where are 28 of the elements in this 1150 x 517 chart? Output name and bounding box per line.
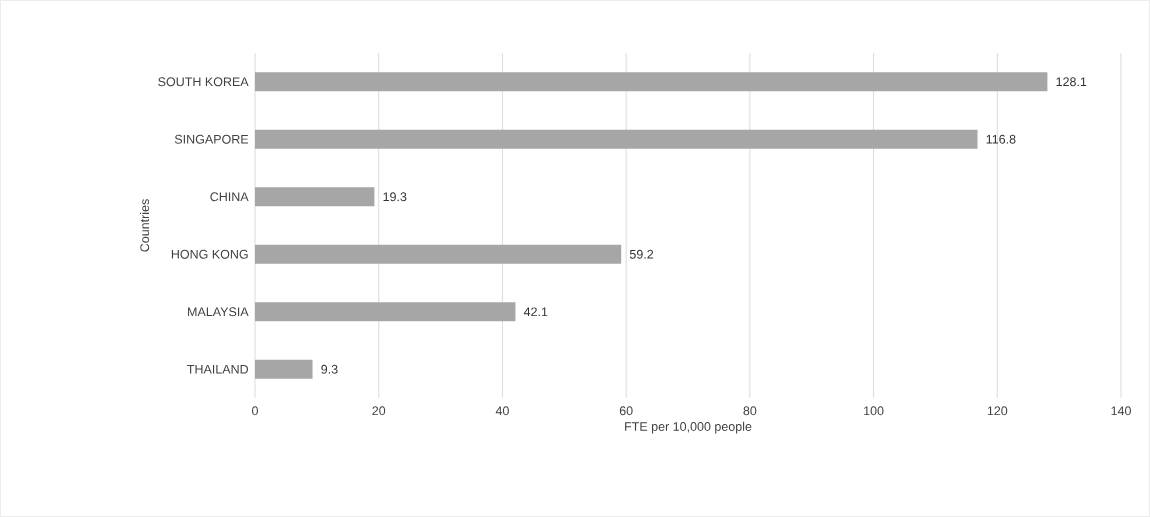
- data-label: 9.3: [321, 364, 338, 374]
- y-tick-label: MALAYSIA: [188, 307, 249, 317]
- x-tick-label: 20: [372, 406, 386, 416]
- x-tick-label: 100: [864, 406, 884, 416]
- data-label: 116.8: [986, 134, 1016, 144]
- data-label: 59.2: [629, 249, 654, 259]
- x-tick-label: 80: [743, 406, 757, 416]
- y-tick-label: THAILAND: [187, 364, 249, 374]
- x-tick-label: 60: [619, 406, 633, 416]
- data-label: 19.3: [383, 192, 407, 202]
- bar: [255, 244, 622, 264]
- bar: [255, 129, 978, 149]
- y-tick-label: SINGAPORE: [174, 134, 249, 144]
- bar: [255, 359, 313, 379]
- bar: [255, 302, 516, 322]
- data-label: 128.1: [1056, 77, 1087, 87]
- x-tick-label: 120: [987, 406, 1008, 416]
- bar: [255, 72, 1048, 92]
- y-tick-label: SOUTH KOREA: [158, 77, 249, 87]
- y-tick-label: CHINA: [210, 192, 249, 202]
- data-label: 42.1: [523, 307, 548, 317]
- x-axis-title: FTE per 10,000 people: [625, 421, 752, 434]
- x-tick-label: 140: [1111, 406, 1131, 416]
- x-tick-label: 40: [495, 406, 509, 416]
- bar: [255, 187, 375, 207]
- y-axis-title: Countries: [139, 199, 150, 252]
- y-tick-label: HONG KONG: [171, 249, 248, 259]
- x-tick-label: 0: [252, 406, 258, 416]
